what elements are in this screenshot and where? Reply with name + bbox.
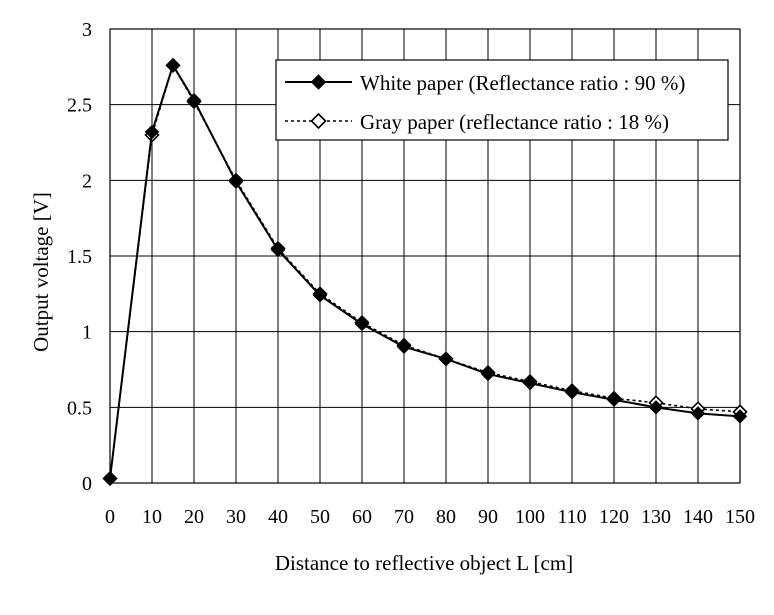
data-point-white-paper <box>228 174 244 190</box>
series-layer <box>102 57 748 487</box>
x-tick-label: 120 <box>599 506 629 528</box>
x-tick-label: 10 <box>142 506 162 528</box>
x-tick-label: 140 <box>683 506 713 528</box>
data-point-white-paper <box>522 375 538 391</box>
tick-labels: 0 10 20 30 40 50 60 70 80 90 100 110 120 130 140 150 0 0.… <box>67 19 755 528</box>
legend: White paper (Reflectance ratio : 90 %) G… <box>275 59 729 141</box>
legend-marker-filled-diamond <box>310 74 327 90</box>
x-tick-label: 0 <box>105 506 115 528</box>
data-point-white-paper <box>438 351 454 367</box>
data-point-white-paper <box>165 58 181 73</box>
x-tick-label: 20 <box>184 506 204 528</box>
legend-label-gray-paper: Gray paper (reflectance ratio : 18 %) <box>360 110 669 134</box>
y-tick-label: 2 <box>82 170 92 192</box>
y-tick-label: 1 <box>82 322 92 344</box>
data-point-white-paper <box>606 392 622 407</box>
x-tick-label: 30 <box>226 506 246 528</box>
legend-marker-hollow-diamond <box>310 112 327 130</box>
data-point-white-paper <box>270 242 286 258</box>
data-point-white-paper <box>312 288 328 303</box>
y-tick-label: 1.5 <box>67 246 92 268</box>
x-tick-label: 150 <box>725 506 755 528</box>
y-tick-label: 0 <box>82 473 92 495</box>
legend-item-gray-paper: Gray paper (reflectance ratio : 18 %) <box>285 110 669 134</box>
x-tick-label: 110 <box>557 506 586 528</box>
legend-label-white-paper: White paper (Reflectance ratio : 90 %) <box>360 71 685 95</box>
y-axis-label: Output voltage [V] <box>29 192 53 352</box>
x-tick-label: 60 <box>352 506 372 528</box>
data-point-white-paper <box>354 316 370 332</box>
data-point-white-paper <box>102 471 118 486</box>
legend-box <box>275 59 729 141</box>
data-point-white-paper <box>648 400 664 415</box>
x-tick-label: 100 <box>515 506 545 528</box>
x-tick-label: 80 <box>436 506 456 528</box>
x-tick-label: 90 <box>478 506 498 528</box>
x-tick-label: 50 <box>310 506 330 528</box>
legend-item-white-paper: White paper (Reflectance ratio : 90 %) <box>285 71 685 95</box>
x-tick-label: 40 <box>268 506 288 528</box>
data-point-white-paper <box>186 92 202 108</box>
y-tick-label: 3 <box>82 19 92 41</box>
x-tick-label: 70 <box>394 506 414 528</box>
data-point-white-paper <box>564 384 580 400</box>
y-tick-label: 0.5 <box>67 397 92 419</box>
plot-area-frame <box>109 28 741 484</box>
x-tick-label: 130 <box>641 506 671 528</box>
x-axis-label: Distance to reflective object L [cm] <box>275 551 573 575</box>
data-point-white-paper <box>396 339 412 355</box>
y-tick-label: 2.5 <box>67 95 92 117</box>
data-point-white-paper <box>144 124 160 140</box>
data-point-white-paper <box>732 409 748 424</box>
data-point-white-paper <box>690 406 706 421</box>
data-point-white-paper <box>480 366 496 382</box>
